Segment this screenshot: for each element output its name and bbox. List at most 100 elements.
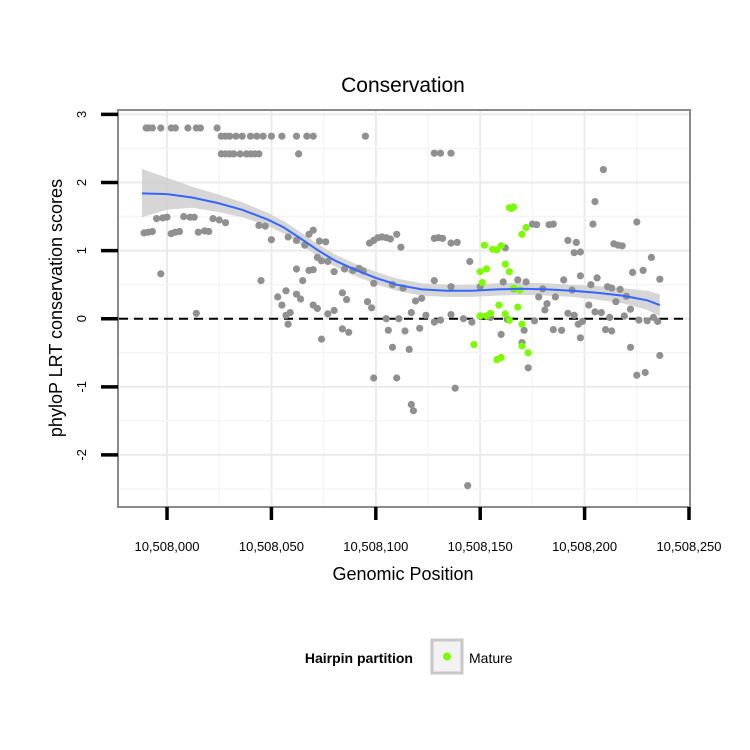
x-tick-label: 10,508,100 <box>343 539 408 554</box>
point-other <box>422 311 430 319</box>
point-other <box>466 257 474 266</box>
point-other <box>292 290 301 298</box>
point-other <box>541 306 549 314</box>
point-other <box>330 306 338 315</box>
point-other <box>340 265 349 273</box>
point-other <box>297 295 305 303</box>
point-other <box>238 132 246 140</box>
point-mature <box>482 312 491 320</box>
point-other <box>286 309 294 317</box>
point-other <box>278 132 286 140</box>
point-mature <box>518 320 526 328</box>
point-other <box>196 124 204 132</box>
point-mature <box>516 286 524 294</box>
legend-key-box <box>430 638 464 675</box>
point-other <box>459 315 468 323</box>
point-other <box>626 343 635 351</box>
point-other <box>261 222 269 230</box>
point-other <box>246 132 255 140</box>
point-other <box>416 324 424 332</box>
point-other <box>299 277 307 285</box>
y-tick-label: -2 <box>74 449 89 461</box>
point-other <box>576 272 585 280</box>
point-mature <box>478 279 486 287</box>
point-other <box>157 124 165 132</box>
point-other <box>530 317 539 325</box>
point-other <box>324 257 332 266</box>
smooth-fit-layer <box>141 192 661 307</box>
point-other <box>499 278 507 286</box>
point-other <box>558 326 566 334</box>
point-other <box>535 293 543 301</box>
point-other <box>330 268 338 276</box>
point-other <box>282 287 290 295</box>
y-tick-label: 3 <box>74 111 89 118</box>
point-other <box>468 318 476 326</box>
point-other <box>407 400 415 409</box>
point-other <box>322 238 330 246</box>
point-other <box>587 281 595 289</box>
point-other <box>635 316 643 324</box>
point-other <box>564 309 572 317</box>
point-other <box>338 325 346 333</box>
point-other <box>411 297 420 305</box>
point-other <box>345 328 353 336</box>
y-tick-label: -1 <box>74 381 89 393</box>
point-other <box>368 304 376 312</box>
point-other <box>267 236 275 244</box>
point-mature <box>518 342 526 350</box>
chart-title: Conservation <box>341 74 465 97</box>
point-other <box>533 221 541 229</box>
point-other <box>324 310 332 318</box>
point-mature <box>482 265 491 273</box>
point-other <box>284 233 292 241</box>
point-other <box>184 124 192 132</box>
point-other <box>180 213 188 221</box>
point-other <box>639 266 647 274</box>
point-other <box>618 242 626 250</box>
point-other <box>148 227 156 236</box>
y-axis-title: phyloP LRT conservation scores <box>46 179 66 437</box>
point-other <box>361 132 369 140</box>
point-other <box>522 278 530 286</box>
point-other <box>656 351 664 360</box>
point-other <box>317 335 326 343</box>
point-other <box>382 315 390 323</box>
point-other <box>608 284 616 292</box>
point-other <box>620 312 628 320</box>
point-other <box>388 343 397 351</box>
point-other <box>221 219 230 227</box>
point-other <box>578 317 587 325</box>
point-other <box>338 289 346 297</box>
point-other <box>626 305 635 313</box>
point-other <box>543 300 551 308</box>
point-other <box>395 315 403 323</box>
point-other <box>274 293 282 301</box>
point-mature <box>505 316 513 324</box>
legend-title: Hairpin partition <box>305 650 413 666</box>
point-other <box>564 236 572 244</box>
legend-key-mature-marker <box>443 652 451 661</box>
point-other <box>647 253 656 261</box>
point-other <box>215 216 223 224</box>
point-other <box>616 285 624 293</box>
point-other <box>313 304 321 313</box>
point-mature <box>476 268 484 276</box>
point-other <box>407 309 415 317</box>
point-other <box>447 239 455 247</box>
point-other <box>163 213 171 221</box>
point-mature <box>524 349 532 357</box>
point-other <box>148 124 156 132</box>
point-other <box>451 384 459 392</box>
point-other <box>255 150 263 158</box>
point-other <box>205 227 213 236</box>
point-other <box>384 326 392 334</box>
point-other <box>418 294 426 302</box>
point-other <box>633 218 641 226</box>
point-other <box>436 149 445 157</box>
y-tick-label: 2 <box>74 179 89 186</box>
point-mature <box>501 260 509 268</box>
point-other <box>295 150 303 158</box>
point-other <box>175 227 184 236</box>
point-other <box>641 368 649 377</box>
